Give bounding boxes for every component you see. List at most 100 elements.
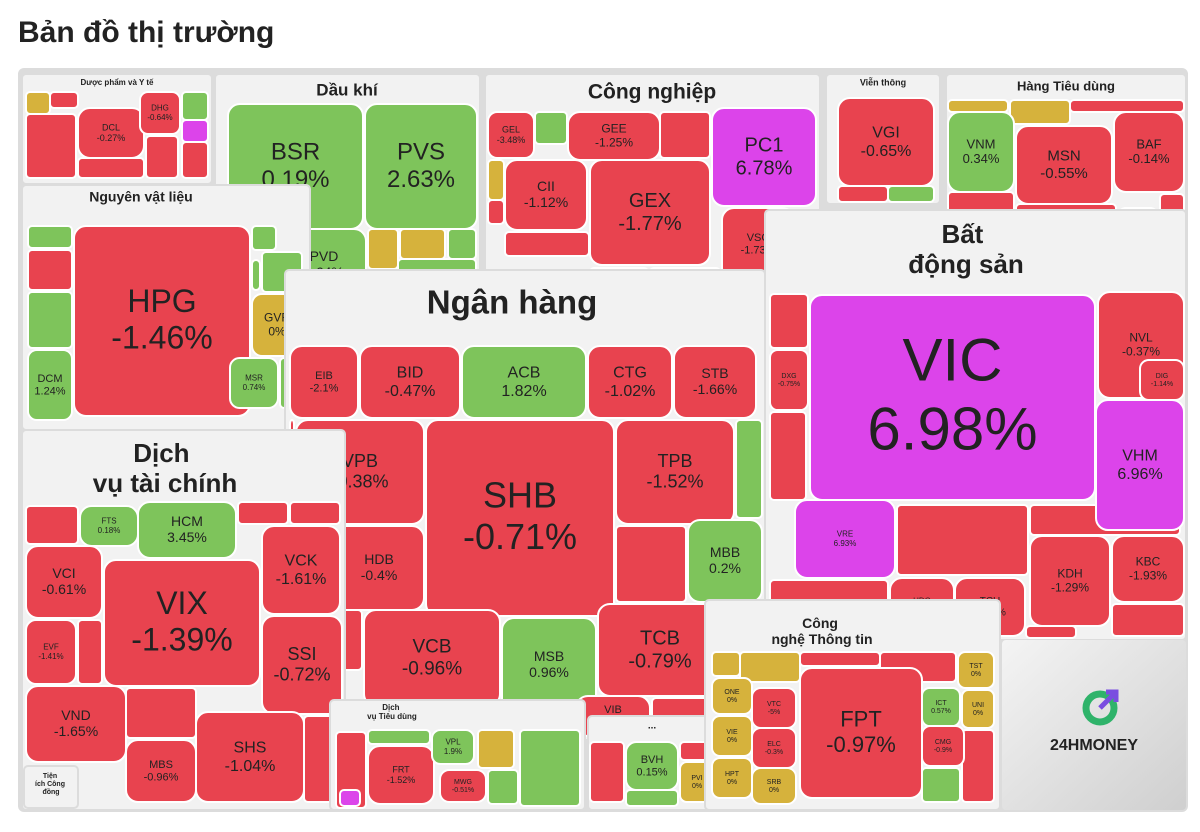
stock-change: 0.18% [98, 526, 121, 535]
sector-label: Dịch vụ Tiêu dùng [367, 703, 417, 721]
stock-symbol: HPG [127, 283, 196, 319]
sector-label: ... [648, 721, 657, 732]
stock-symbol: DIG [1156, 373, 1168, 380]
filler-tile [534, 111, 568, 145]
stock-change: 0.34% [963, 151, 1000, 166]
stock-change: -1.25% [595, 135, 633, 149]
stock-tile [289, 345, 359, 419]
sector-label: Dược phẩm và Y tế [81, 78, 155, 87]
stock-symbol: MWG [454, 779, 472, 786]
filler-tile [27, 249, 73, 291]
stock-symbol: VIB [604, 704, 622, 716]
filler-tile [25, 91, 51, 115]
stock-tile [504, 159, 588, 231]
stock-tile [711, 677, 753, 715]
filler-tile [237, 501, 289, 525]
stock-symbol: VRE [837, 530, 853, 539]
stock-change: -5% [768, 709, 780, 716]
filler-tile [125, 687, 197, 739]
stock-change: -1.65% [54, 723, 98, 739]
stock-symbol: TPB [657, 451, 692, 471]
filler-tile [25, 505, 79, 545]
stock-tile [1113, 111, 1185, 193]
stock-symbol: VCB [412, 637, 451, 658]
stock-tile [261, 525, 341, 615]
stock-change: -1.46% [111, 320, 212, 356]
stock-symbol: MSR [245, 374, 263, 383]
filler-tile [769, 411, 807, 501]
stock-change: -0.71% [463, 516, 577, 557]
brand-name: 24HMONEY [1050, 737, 1138, 754]
sector-label: Nguyên vật liệu [89, 189, 192, 205]
filler-tile [799, 651, 881, 667]
stock-symbol: VND [61, 707, 91, 723]
stock-tile [1139, 359, 1185, 401]
stock-symbol: CMG [935, 739, 951, 746]
stock-symbol: GVR [264, 311, 290, 325]
sector: Viễn thông VGI -0.65% [825, 73, 941, 205]
stock-tile [137, 501, 237, 559]
stock-symbol: MSB [534, 648, 564, 664]
filler-tile [896, 504, 1029, 576]
stock-tile [73, 225, 251, 417]
stock-change: -1.02% [605, 383, 656, 400]
stock-change: -0.75% [778, 381, 800, 388]
stock-symbol: FPT [840, 707, 882, 732]
stock-symbol: STB [701, 365, 728, 381]
stock-change: 0.2% [709, 560, 741, 576]
filler-tile [251, 225, 277, 251]
filler-tile [1009, 99, 1071, 125]
stock-symbol: DCM [37, 373, 62, 385]
stock-change: -1.29% [1051, 580, 1089, 594]
stock-change: -0.55% [1040, 165, 1088, 182]
stock-symbol: PVI [691, 775, 702, 782]
stock-change: -0.72% [273, 665, 330, 685]
stock-change: 2.63% [387, 166, 455, 193]
filler-tile [589, 741, 625, 803]
stock-tile [139, 91, 181, 135]
stock-symbol: DHG [151, 104, 169, 113]
filler-tile [659, 111, 711, 159]
stock-change: 0.57% [931, 708, 951, 715]
stock-tile [367, 745, 435, 805]
filler-tile [77, 619, 103, 685]
stock-change: -0.65% [861, 143, 912, 160]
sector: Tiện ích Công đồng [23, 765, 79, 809]
stock-tile [103, 559, 261, 687]
stock-symbol: MSN [1047, 148, 1080, 165]
stock-tile [809, 294, 1096, 501]
stock-symbol: ONE [724, 689, 740, 696]
filler-tile [947, 99, 1009, 113]
stock-tile [195, 711, 305, 803]
stock-change: -1.04% [225, 758, 276, 775]
filler-tile [711, 651, 741, 677]
filler-tile [519, 729, 581, 807]
stock-tile [359, 345, 461, 419]
stock-change: 6.78% [736, 157, 793, 179]
filler-tile [251, 259, 261, 291]
stock-change: 0% [692, 783, 702, 790]
stock-symbol: VIC [902, 326, 1002, 393]
stock-symbol: ACB [508, 364, 541, 381]
stock-symbol: TST [969, 663, 983, 670]
stock-symbol: HPT [725, 771, 740, 778]
filler-tile [25, 113, 77, 179]
stock-change: -3.48% [497, 135, 526, 145]
stock-symbol: PVD [310, 248, 339, 264]
stock-symbol: VPL [445, 738, 461, 747]
stock-symbol: BAF [1136, 136, 1161, 151]
filler-tile [289, 501, 341, 525]
stock-symbol: CII [537, 178, 555, 194]
stock-symbol: ICT [935, 700, 947, 707]
filler-tile [961, 729, 995, 803]
stock-tile [751, 687, 797, 729]
stock-tile [751, 727, 797, 769]
stock-tile [615, 419, 735, 525]
stock-symbol: GEL [502, 124, 520, 134]
stock-change: -0.14% [1128, 151, 1170, 166]
stock-symbol: BID [397, 364, 424, 381]
